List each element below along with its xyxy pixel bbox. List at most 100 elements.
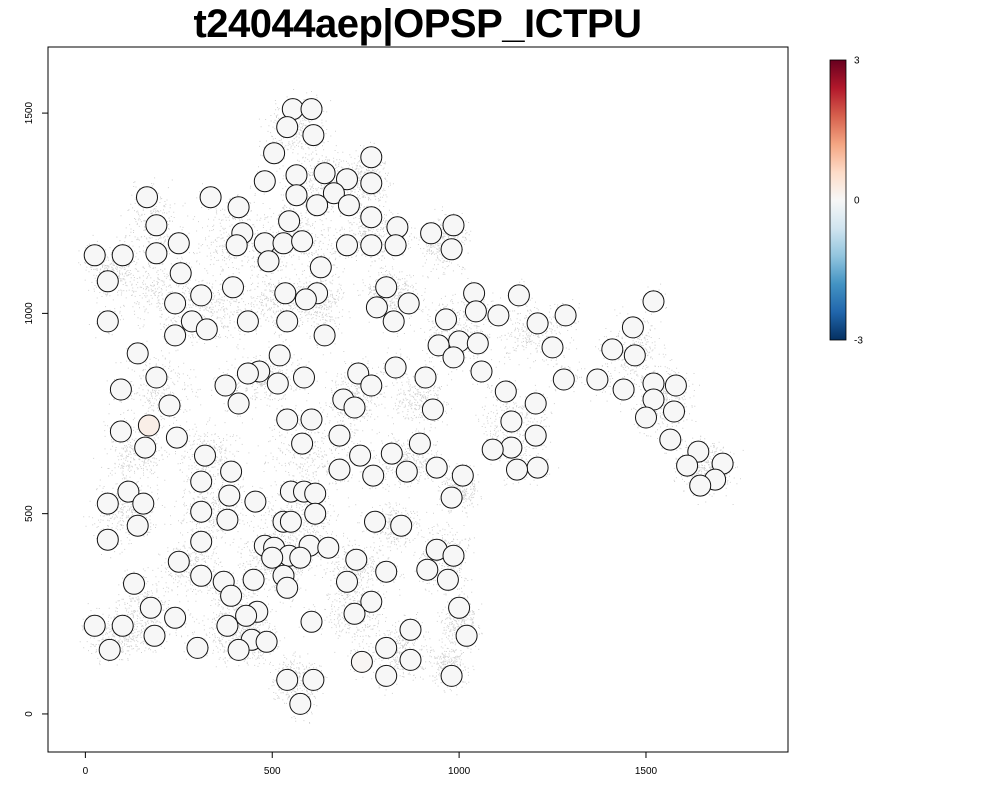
spot-point-3: [302, 124, 325, 147]
spot-point-150: [126, 514, 149, 537]
spot-point-133: [689, 474, 712, 497]
spot-point-17: [337, 194, 360, 217]
spot-point-15: [306, 194, 329, 217]
spot-point-169: [123, 572, 145, 595]
spot-point-61: [435, 308, 457, 331]
spot-point-159: [289, 546, 312, 569]
spot-point-123: [526, 456, 549, 479]
spot-point-190: [255, 630, 278, 653]
spot-point-201: [289, 692, 312, 715]
spot-point-142: [244, 490, 267, 513]
spot-point-44: [274, 282, 297, 305]
spot-point-65: [195, 318, 218, 341]
spot-point-106: [137, 414, 160, 437]
spot-point-97: [227, 392, 250, 415]
x-tick-label: 0: [83, 766, 89, 777]
spot-point-33: [440, 238, 463, 261]
spot-point-130: [451, 464, 474, 487]
spot-point-35: [111, 244, 134, 267]
spot-point-82: [293, 366, 315, 389]
spot-point-22: [442, 214, 465, 237]
spot-point-27: [253, 232, 276, 255]
spot-point-31: [360, 234, 383, 257]
spot-point-79: [236, 362, 259, 385]
chart-title: t24044aep|OPSP_ICTPU: [193, 2, 642, 46]
spot-point-160: [261, 546, 284, 569]
colorbar-tick-label: 0: [854, 196, 860, 207]
spot-point-72: [623, 344, 646, 367]
spot-point-90: [360, 374, 383, 397]
spot-point-186: [399, 618, 422, 641]
y-tick-label: 0: [24, 711, 35, 717]
spot-point-129: [362, 464, 385, 487]
spot-point-87: [664, 374, 687, 397]
spot-point-16: [227, 196, 250, 219]
spot-point-40: [96, 270, 119, 293]
spot-point-144: [304, 502, 327, 525]
spot-point-119: [349, 444, 372, 467]
colorbar: 3 0 -3: [829, 56, 863, 347]
spot-point-38: [309, 256, 332, 279]
spot-point-179: [235, 604, 258, 627]
spot-point-104: [300, 408, 323, 431]
spot-point-178: [448, 596, 471, 619]
spot-point-49: [294, 288, 317, 311]
spot-point-66: [313, 324, 336, 347]
spot-point-5: [360, 146, 383, 169]
spot-point-188: [455, 624, 478, 647]
spot-point-28: [272, 232, 295, 255]
spot-point-197: [375, 664, 398, 687]
spot-point-112: [291, 432, 314, 455]
axes: 0 500 1000 1500 0 500 1000 1500: [24, 102, 658, 777]
spot-point-134: [117, 480, 140, 503]
colorbar-tick-label: -3: [854, 336, 863, 347]
spot-point-138: [218, 484, 241, 507]
spot-point-120: [380, 442, 403, 465]
spot-point-64: [164, 324, 187, 347]
spot-point-199: [276, 668, 299, 691]
spot-point-127: [395, 460, 418, 483]
spot-point-137: [304, 482, 327, 505]
spot-point-59: [276, 310, 299, 333]
spot-point-74: [268, 344, 291, 367]
spot-point-163: [167, 550, 190, 573]
spot-point-92: [494, 380, 517, 403]
spot-point-63: [621, 316, 644, 339]
colorbar-gradient: [829, 59, 847, 341]
spot-point-184: [111, 614, 134, 637]
spot-point-148: [364, 510, 386, 533]
spot-point-9: [336, 168, 358, 191]
spot-point-6: [285, 164, 308, 187]
spot-point-71: [601, 338, 624, 361]
spot-point-166: [190, 564, 213, 587]
spot-point-89: [266, 372, 289, 395]
spot-point-41: [222, 276, 244, 299]
spot-point-10: [360, 172, 383, 195]
spot-point-165: [375, 560, 398, 583]
spot-point-125: [506, 458, 528, 481]
spot-point-58: [236, 310, 259, 333]
spot-point-39: [169, 262, 192, 285]
spot-point-43: [190, 284, 213, 307]
spot-point-2: [276, 116, 299, 139]
spot-point-19: [278, 210, 301, 233]
spot-point-196: [399, 648, 422, 671]
spot-point-7: [313, 162, 336, 185]
spot-point-173: [276, 576, 299, 599]
spot-point-30: [336, 234, 358, 257]
spot-point-70: [541, 336, 564, 359]
spot-point-55: [642, 290, 665, 313]
spot-point-101: [663, 400, 685, 423]
spot-point-126: [328, 458, 351, 481]
spot-point-172: [336, 570, 358, 593]
spot-point-200: [302, 668, 325, 691]
background-point-cloud: [78, 89, 744, 724]
spot-point-143: [190, 500, 213, 523]
spot-point-147: [216, 508, 239, 531]
spot-point-128: [220, 460, 243, 483]
spot-point-24: [420, 222, 443, 245]
spot-point-115: [500, 436, 523, 459]
spot-point-60: [382, 310, 405, 333]
spot-point-174: [220, 584, 243, 607]
